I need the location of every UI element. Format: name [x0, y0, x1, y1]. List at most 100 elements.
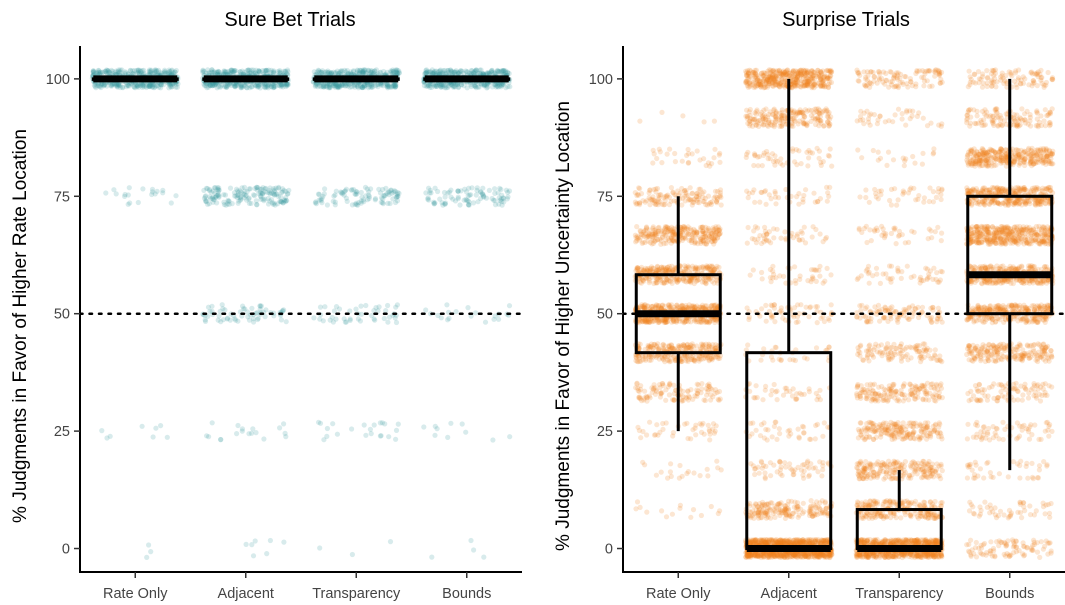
- data-point: [217, 308, 223, 314]
- data-point: [104, 83, 110, 89]
- chart-title: Surprise Trials: [782, 9, 910, 31]
- data-point: [149, 84, 155, 90]
- data-point: [170, 70, 176, 76]
- data-point: [257, 69, 263, 75]
- data-point: [703, 235, 709, 241]
- data-point: [638, 191, 645, 197]
- data-point: [235, 189, 242, 195]
- data-point: [635, 424, 641, 430]
- data-point: [674, 302, 680, 308]
- data-point: [212, 194, 218, 201]
- data-point: [169, 68, 175, 74]
- data-point: [644, 432, 650, 438]
- data-point: [676, 343, 682, 349]
- data-point: [160, 187, 166, 193]
- data-point: [320, 318, 326, 324]
- data-point: [212, 185, 218, 191]
- data-point: [660, 420, 666, 427]
- data-point: [212, 82, 218, 88]
- data-point: [125, 71, 131, 77]
- data-point: [657, 149, 663, 155]
- data-point: [704, 466, 710, 472]
- data-point: [105, 68, 111, 74]
- data-point: [260, 68, 266, 74]
- data-point: [262, 196, 268, 202]
- data-point: [134, 67, 140, 74]
- data-point: [117, 69, 123, 75]
- data-point: [444, 302, 450, 308]
- data-point: [147, 82, 153, 88]
- data-point: [667, 146, 673, 152]
- data-point: [104, 70, 111, 76]
- data-point: [635, 385, 641, 391]
- data-point: [319, 195, 325, 201]
- data-point: [150, 434, 156, 440]
- data-point: [698, 390, 704, 396]
- data-point: [218, 436, 224, 443]
- data-point: [96, 83, 102, 89]
- data-point: [244, 197, 250, 203]
- data-point: [226, 198, 232, 204]
- data-point: [235, 192, 241, 198]
- data-point: [471, 547, 477, 553]
- data-point: [659, 109, 665, 115]
- data-point: [150, 70, 156, 77]
- data-point: [715, 510, 721, 517]
- data-point: [229, 201, 235, 207]
- data-point: [634, 499, 641, 505]
- data-point: [633, 234, 639, 241]
- data-point: [263, 82, 269, 88]
- data-point: [363, 432, 369, 438]
- data-point: [679, 158, 685, 164]
- data-point: [224, 84, 230, 90]
- data-point: [166, 82, 172, 88]
- data-point: [278, 317, 284, 323]
- data-point: [796, 512, 802, 518]
- data-point: [659, 508, 665, 514]
- data-point: [206, 70, 212, 76]
- data-point: [143, 83, 149, 89]
- data-point: [458, 188, 464, 194]
- data-point: [655, 319, 661, 326]
- data-point: [324, 425, 330, 432]
- data-point: [228, 67, 235, 73]
- data-point: [206, 201, 212, 207]
- data-point: [385, 302, 391, 309]
- data-point: [712, 390, 718, 396]
- data-point: [281, 68, 287, 74]
- data-point: [126, 185, 132, 191]
- data-point: [448, 420, 454, 426]
- data-point: [349, 202, 355, 208]
- data-point: [271, 200, 277, 206]
- data-point: [261, 198, 267, 204]
- data-point: [483, 195, 489, 201]
- data-point: [662, 359, 668, 365]
- data-point: [114, 83, 120, 89]
- data-point: [279, 308, 285, 314]
- data-point: [213, 194, 219, 200]
- data-point: [170, 81, 176, 87]
- data-point: [816, 538, 822, 545]
- data-point: [126, 83, 132, 89]
- data-point: [127, 68, 134, 74]
- data-point: [685, 435, 691, 442]
- data-point: [271, 186, 277, 192]
- data-point: [93, 85, 99, 91]
- y-tick-label: 25: [54, 424, 70, 440]
- data-point: [161, 82, 167, 88]
- data-point: [258, 190, 264, 196]
- data-point: [240, 84, 246, 90]
- data-point: [136, 84, 142, 90]
- data-point: [501, 195, 507, 201]
- data-point: [643, 225, 650, 231]
- data-point: [125, 192, 131, 198]
- data-point: [668, 185, 675, 191]
- data-point: [711, 430, 718, 436]
- data-point: [222, 69, 228, 75]
- data-point: [114, 82, 120, 88]
- data-point: [127, 200, 133, 206]
- data-point: [115, 68, 121, 75]
- data-point: [369, 68, 375, 74]
- data-point: [152, 67, 158, 73]
- data-point: [676, 278, 682, 284]
